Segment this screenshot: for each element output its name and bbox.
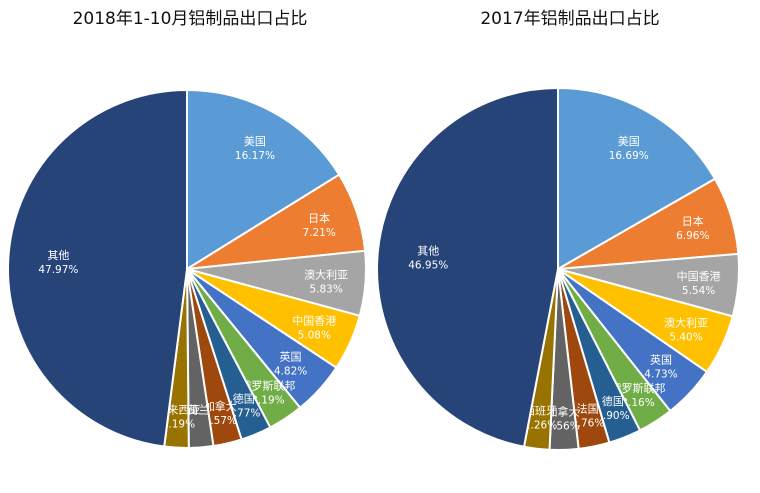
slice-value-1-7: 2.76% <box>571 417 604 429</box>
slice-label-1-4: 英国 <box>650 353 672 367</box>
slice-label-1-7: 法国 <box>577 401 599 415</box>
slice-label-0-4: 英国 <box>280 350 302 364</box>
slice-value-1-2: 5.54% <box>682 285 715 297</box>
slice-label-0-7: 加拿大 <box>204 399 237 413</box>
pie-slice-1-10 <box>376 86 559 448</box>
slice-label-1-3: 澳大利亚 <box>664 315 708 329</box>
pie-slice-1-0 <box>557 86 717 271</box>
slice-label-0-10: 其他 <box>47 249 69 262</box>
slice-label-1-6: 德国 <box>602 394 624 408</box>
slice-value-0-2: 5.83% <box>309 283 342 295</box>
chart-title-2018: 2018年1-10月铝制品出口占比 <box>72 9 308 29</box>
slice-label-0-2: 澳大利亚 <box>304 267 348 281</box>
slice-label-0-1: 日本 <box>308 211 330 225</box>
pie-slice-0-10 <box>7 88 188 448</box>
slice-label-1-2: 中国香港 <box>677 270 721 283</box>
slice-label-1-0: 美国 <box>618 135 640 148</box>
slice-value-0-3: 5.08% <box>298 329 331 341</box>
slice-value-1-0: 16.69% <box>609 150 649 162</box>
slice-value-1-5: 3.16% <box>621 397 654 409</box>
slice-label-1-8: 加拿大 <box>546 404 579 418</box>
slice-value-1-9: 2.26% <box>524 419 557 431</box>
slice-value-1-8: 2.56% <box>546 420 579 432</box>
slice-value-1-6: 2.90% <box>596 410 629 422</box>
slice-value-0-9: 2.19% <box>162 419 195 431</box>
slice-value-0-7: 2.57% <box>204 415 237 427</box>
slice-value-0-5: 3.19% <box>251 394 284 406</box>
slice-value-1-10: 46.95% <box>408 260 448 272</box>
slice-value-1-1: 6.96% <box>676 230 709 242</box>
pie-slice-0-0 <box>186 88 341 271</box>
slice-label-0-5: 俄罗斯联邦 <box>240 379 295 392</box>
slice-label-1-5: 俄罗斯联邦 <box>611 382 666 395</box>
slice-label-1-10: 其他 <box>417 245 439 258</box>
chart-title-2017: 2017年铝制品出口占比 <box>480 9 660 29</box>
slice-value-0-10: 47.97% <box>38 264 78 276</box>
slice-label-0-0: 美国 <box>244 135 266 148</box>
slice-value-1-3: 5.40% <box>669 331 702 343</box>
slice-label-1-1: 日本 <box>682 214 704 228</box>
slice-value-0-6: 2.77% <box>227 407 260 419</box>
slice-label-0-3: 中国香港 <box>292 314 336 327</box>
slice-value-0-0: 16.17% <box>235 150 275 162</box>
slice-value-1-4: 4.73% <box>644 369 677 381</box>
slice-label-0-6: 德国 <box>233 391 255 405</box>
slice-value-0-4: 4.82% <box>274 366 307 378</box>
slice-label-0-8: 荷兰 <box>188 403 210 416</box>
slice-value-0-1: 7.21% <box>302 227 335 239</box>
